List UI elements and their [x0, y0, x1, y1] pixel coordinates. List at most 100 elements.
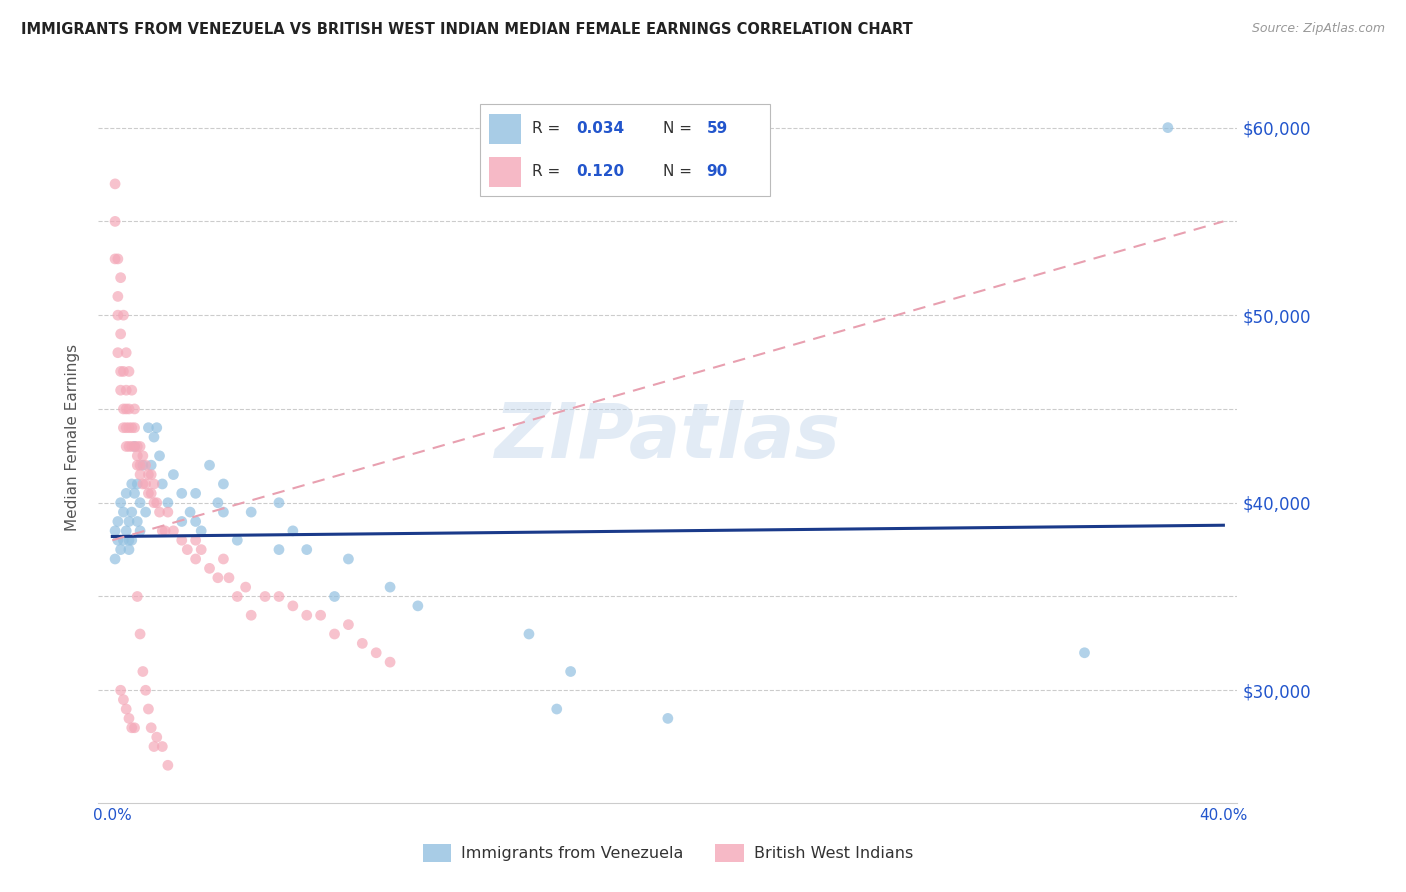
- Point: [240, 608, 263, 623]
- Point: [121, 505, 143, 519]
- Point: [104, 177, 127, 191]
- Point: [156, 758, 179, 772]
- Point: [107, 289, 129, 303]
- Point: [115, 401, 138, 416]
- Point: [124, 440, 146, 454]
- Point: [366, 646, 388, 660]
- Point: [1157, 120, 1180, 135]
- Point: [110, 542, 132, 557]
- Point: [184, 533, 207, 548]
- Point: [118, 542, 141, 557]
- Point: [112, 692, 135, 706]
- Point: [115, 524, 138, 538]
- Point: [212, 552, 235, 566]
- Point: [115, 420, 138, 434]
- Point: [127, 449, 149, 463]
- Point: [112, 505, 135, 519]
- Point: [295, 608, 318, 623]
- Point: [124, 440, 146, 454]
- Y-axis label: Median Female Earnings: Median Female Earnings: [65, 343, 80, 531]
- Point: [132, 477, 155, 491]
- Point: [143, 739, 166, 754]
- Point: [110, 683, 132, 698]
- Point: [112, 401, 135, 416]
- Point: [207, 571, 229, 585]
- Text: IMMIGRANTS FROM VENEZUELA VS BRITISH WEST INDIAN MEDIAN FEMALE EARNINGS CORRELAT: IMMIGRANTS FROM VENEZUELA VS BRITISH WES…: [21, 22, 912, 37]
- Text: Source: ZipAtlas.com: Source: ZipAtlas.com: [1251, 22, 1385, 36]
- Point: [141, 486, 163, 500]
- Point: [121, 440, 143, 454]
- Point: [560, 665, 582, 679]
- Point: [145, 420, 167, 434]
- Point: [135, 683, 157, 698]
- Point: [143, 430, 166, 444]
- Point: [127, 458, 149, 473]
- Point: [212, 505, 235, 519]
- Point: [121, 420, 143, 434]
- Point: [281, 599, 304, 613]
- Point: [267, 590, 290, 604]
- Point: [226, 590, 249, 604]
- Point: [138, 467, 160, 482]
- Point: [657, 711, 679, 725]
- Point: [104, 252, 127, 266]
- Point: [148, 505, 170, 519]
- Point: [118, 711, 141, 725]
- Point: [135, 458, 157, 473]
- Point: [143, 496, 166, 510]
- Point: [110, 326, 132, 341]
- Point: [378, 655, 401, 669]
- Point: [132, 449, 155, 463]
- Point: [127, 440, 149, 454]
- Point: [129, 524, 152, 538]
- Point: [129, 458, 152, 473]
- Point: [295, 542, 318, 557]
- Point: [124, 721, 146, 735]
- Point: [207, 496, 229, 510]
- Point: [1073, 646, 1095, 660]
- Point: [218, 571, 240, 585]
- Point: [118, 401, 141, 416]
- Point: [104, 552, 127, 566]
- Point: [107, 515, 129, 529]
- Point: [121, 477, 143, 491]
- Point: [132, 665, 155, 679]
- Point: [226, 533, 249, 548]
- Point: [132, 458, 155, 473]
- Point: [124, 420, 146, 434]
- Point: [129, 627, 152, 641]
- Point: [240, 505, 263, 519]
- Point: [115, 486, 138, 500]
- Point: [129, 440, 152, 454]
- Point: [115, 383, 138, 397]
- Point: [153, 524, 176, 538]
- Point: [127, 590, 149, 604]
- Point: [337, 617, 360, 632]
- Point: [141, 467, 163, 482]
- Point: [124, 401, 146, 416]
- Point: [156, 505, 179, 519]
- Point: [352, 636, 374, 650]
- Point: [323, 590, 346, 604]
- Point: [118, 515, 141, 529]
- Point: [190, 524, 212, 538]
- Point: [107, 533, 129, 548]
- Point: [143, 477, 166, 491]
- Point: [323, 627, 346, 641]
- Point: [170, 533, 193, 548]
- Point: [184, 515, 207, 529]
- Point: [198, 458, 221, 473]
- Point: [135, 505, 157, 519]
- Point: [281, 524, 304, 538]
- Point: [145, 496, 167, 510]
- Point: [112, 533, 135, 548]
- Point: [121, 383, 143, 397]
- Point: [150, 524, 173, 538]
- Point: [127, 477, 149, 491]
- Point: [170, 486, 193, 500]
- Point: [184, 486, 207, 500]
- Text: ZIPatlas: ZIPatlas: [495, 401, 841, 474]
- Point: [124, 486, 146, 500]
- Legend: Immigrants from Venezuela, British West Indians: Immigrants from Venezuela, British West …: [416, 838, 920, 868]
- Point: [150, 739, 173, 754]
